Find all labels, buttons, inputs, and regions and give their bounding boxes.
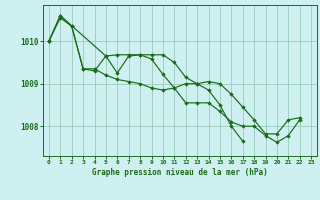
X-axis label: Graphe pression niveau de la mer (hPa): Graphe pression niveau de la mer (hPa) [92,168,268,177]
